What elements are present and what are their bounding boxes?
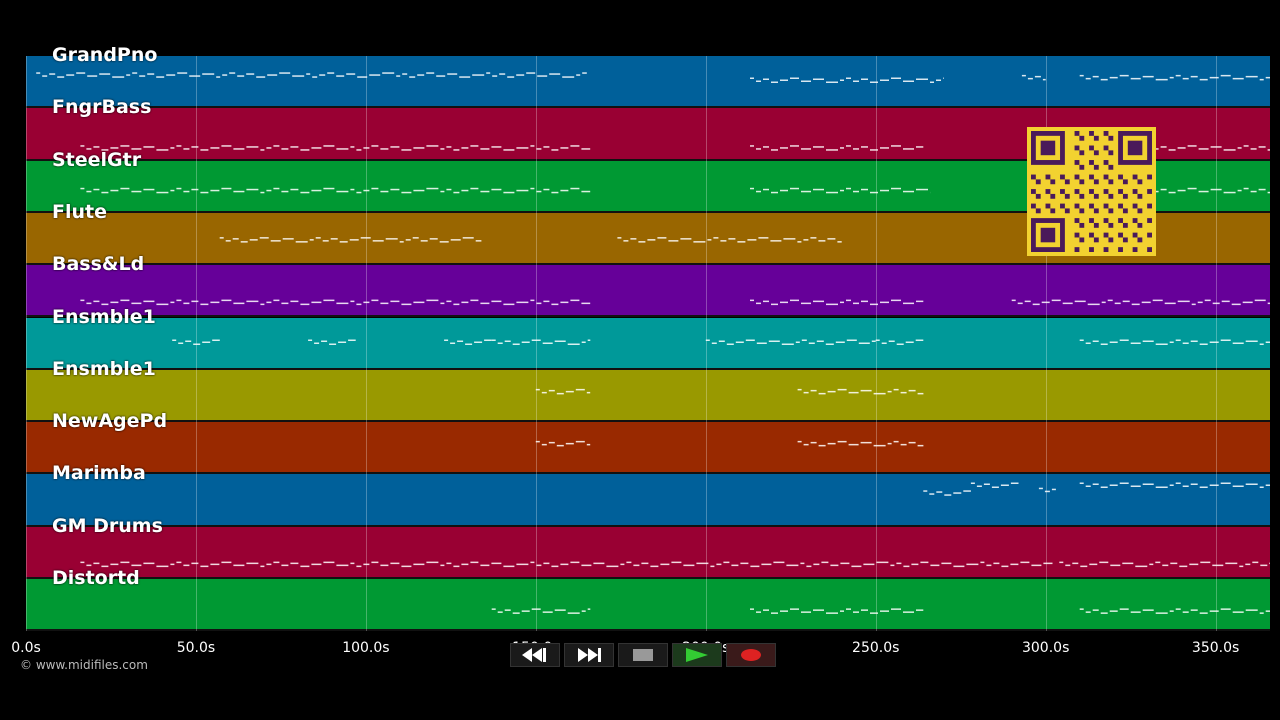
- time-gridline: [875, 56, 877, 631]
- note-marks: [80, 299, 1270, 306]
- track-name-label: Ensmble1: [52, 357, 156, 380]
- note-marks: [535, 440, 924, 447]
- fast-forward-button[interactable]: [564, 643, 614, 667]
- stop-icon: [633, 649, 653, 661]
- track-name-label: Flute: [52, 200, 107, 223]
- track-lane: [26, 369, 1270, 423]
- track-name-label: NewAgePd: [52, 410, 168, 433]
- fast-forward-icon: [578, 648, 601, 662]
- copyright-text: © www.midifiles.com: [20, 658, 148, 672]
- time-gridline: [1215, 56, 1217, 631]
- record-icon: [741, 649, 761, 661]
- note-marks: [36, 72, 1270, 83]
- time-gridline: [705, 56, 707, 631]
- track-name-label: SteelGtr: [52, 148, 142, 171]
- qr-code-image: [1031, 131, 1152, 252]
- note-marks: [535, 388, 924, 395]
- note-marks: [80, 145, 1270, 151]
- note-marks: [491, 608, 1270, 614]
- track-lane: [26, 265, 1270, 318]
- stop-button[interactable]: [618, 643, 668, 667]
- time-gridline: [535, 56, 537, 631]
- time-gridline: [26, 56, 27, 631]
- track-lane: [26, 579, 1270, 632]
- time-tick-label: 300.0s: [1021, 640, 1070, 656]
- note-marks: [172, 339, 1270, 345]
- time-gridline: [1045, 56, 1047, 631]
- time-gridline: [365, 56, 367, 631]
- track-name-label: Bass&Ld: [52, 253, 145, 276]
- time-tick-label: 50.0s: [176, 640, 216, 656]
- track-name-label: FngrBass: [52, 96, 152, 119]
- play-button[interactable]: [672, 643, 722, 667]
- transport-controls: [510, 643, 776, 669]
- play-icon: [686, 648, 708, 662]
- note-marks: [80, 187, 1270, 193]
- track-name-label: Marimba: [52, 462, 146, 485]
- time-tick-label: 350.0s: [1191, 640, 1240, 656]
- track-lane: [26, 317, 1270, 370]
- track-name-label: GM Drums: [52, 514, 163, 537]
- note-marks: [923, 482, 1270, 497]
- track-name-label: GrandPno: [52, 44, 158, 66]
- note-marks: [219, 236, 842, 243]
- track-lane: [26, 56, 1270, 109]
- rewind-icon: [522, 648, 546, 662]
- track-lane: [26, 422, 1270, 475]
- time-tick-label: 250.0s: [852, 640, 900, 656]
- track-name-label: Ensmble1: [52, 305, 156, 328]
- note-marks: [80, 561, 1270, 567]
- qr-code: [1027, 127, 1156, 256]
- time-tick-label: 100.0s: [342, 640, 390, 656]
- record-button[interactable]: [726, 643, 776, 667]
- rewind-button[interactable]: [510, 643, 560, 667]
- time-gridline: [195, 56, 197, 631]
- time-tick-label: 0.0s: [11, 640, 41, 656]
- track-lane: [26, 474, 1270, 527]
- track-name-label: Distortd: [52, 567, 140, 589]
- track-lane: [26, 526, 1270, 579]
